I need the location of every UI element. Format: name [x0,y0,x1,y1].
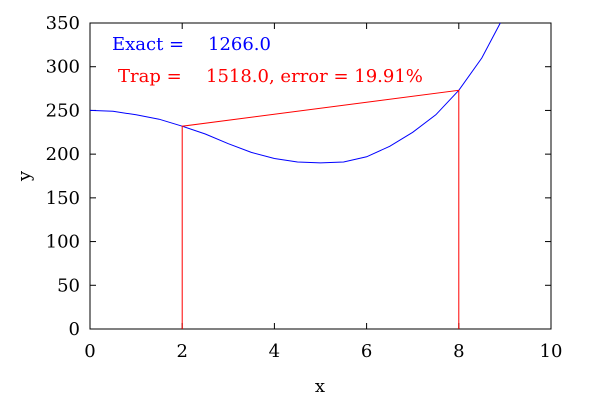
trap-value: 1518.0, error = 19.91% [206,66,423,87]
y-tick-label: 50 [57,275,80,296]
x-tick-label: 0 [84,341,95,362]
x-tick-label: 10 [540,341,563,362]
y-tick-label: 200 [46,144,80,165]
x-tick-label: 8 [453,341,464,362]
y-tick-label: 250 [46,100,80,121]
trap-label: Trap = [118,66,182,87]
x-tick-label: 2 [176,341,187,362]
x-tick-label: 6 [361,341,372,362]
exact-label: Exact = [112,34,184,55]
series-group [89,22,501,329]
y-tick-label: 300 [46,57,80,78]
y-axis-label: y [14,170,35,182]
y-tick-label: 150 [46,188,80,209]
y-tick-label: 350 [46,13,80,34]
trapezoid-outline [181,89,460,329]
y-tick-label: 100 [46,232,80,253]
exact-value: 1266.0 [208,34,271,55]
plot-frame [89,22,552,330]
y-tick-label: 0 [69,319,80,340]
x-tick-label: 4 [269,341,280,362]
y-ticks: 0 50 100 150 200 250 300 350 [46,13,551,340]
function-curve [89,22,501,164]
x-axis-label: x [315,376,325,397]
